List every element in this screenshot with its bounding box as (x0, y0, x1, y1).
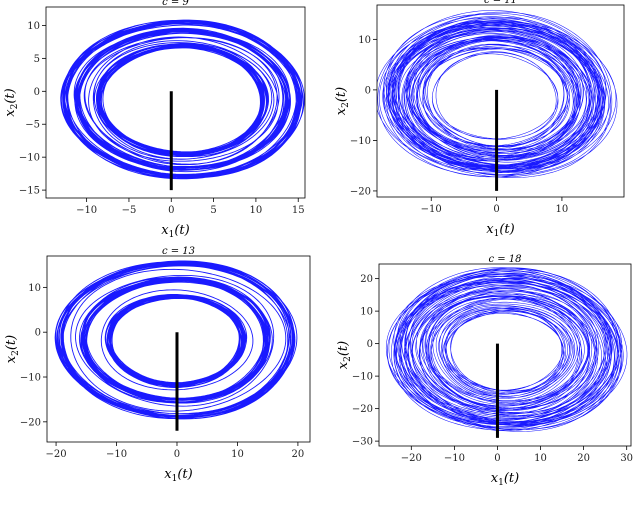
y-tick-label: −20 (350, 186, 371, 197)
y-tick-label: −20 (20, 417, 41, 428)
x-tick-label: 10 (534, 453, 547, 464)
axes-frame (45, 6, 306, 199)
panel-title: c = 11 (484, 0, 517, 6)
y-tick-label: −5 (25, 120, 40, 131)
panel-title: c = 13 (162, 246, 195, 257)
trajectory (54, 260, 298, 420)
x-tick-label: 0 (168, 205, 174, 216)
x-tick-label: 30 (620, 453, 633, 464)
x-tick-label: −5 (122, 205, 137, 216)
y-tick-label: 0 (365, 85, 371, 96)
axes-frame (46, 255, 311, 443)
x-tick-label: 5 (210, 205, 216, 216)
axes-frame (378, 263, 632, 447)
y-tick-label: 5 (34, 54, 40, 65)
y-tick-label: −10 (350, 136, 371, 147)
x-tick-label: −20 (46, 449, 67, 460)
x-tick-label: 0 (174, 449, 180, 460)
y-tick-label: 10 (360, 307, 373, 318)
y-tick-label: −15 (19, 186, 40, 197)
y-tick-label: −10 (352, 372, 373, 383)
x-tick-label: 10 (250, 205, 263, 216)
panel-3: −20 −10 0 10 20 −20 −10 0 10 c = 13 x1(t) x2(t) (4, 246, 311, 484)
x-tick-label: −10 (76, 205, 97, 216)
panel-title: c = 9 (162, 0, 189, 8)
x-tick-label: 15 (292, 205, 305, 216)
y-tick-label: −10 (19, 153, 40, 164)
panel-4: −20 −10 0 10 20 30 −30 −20 −10 0 10 20 c = 18 x1(t) x2… (336, 254, 633, 488)
y-tick-label: −20 (352, 404, 373, 415)
y-tick-label: 10 (358, 35, 371, 46)
x-tick-label: 0 (494, 453, 500, 464)
y-tick-label: 20 (360, 274, 373, 285)
x-axis-label: x1(t) (491, 471, 519, 488)
y-tick-label: −10 (20, 373, 41, 384)
x-tick-label: 0 (493, 204, 499, 215)
y-tick-label: −30 (352, 437, 373, 448)
x-tick-label: 20 (577, 453, 590, 464)
trajectory (385, 267, 628, 432)
y-axis-label: x2(t) (334, 87, 351, 115)
y-tick-label: 10 (27, 21, 40, 32)
x-tick-label: −20 (401, 453, 422, 464)
x-axis-label: x1(t) (164, 467, 192, 484)
x-tick-label: 10 (231, 449, 244, 460)
x-tick-label: −10 (444, 453, 465, 464)
x-axis-label: x1(t) (486, 222, 514, 239)
x-axis-label: x1(t) (161, 223, 189, 240)
y-tick-label: 10 (28, 283, 41, 294)
y-tick-label: 0 (35, 328, 41, 339)
trajectory (60, 19, 305, 180)
trajectory (377, 10, 618, 178)
y-axis-label: x2(t) (3, 88, 20, 116)
panel-title: c = 18 (488, 254, 521, 265)
panel-2: −10 0 10 −20 −10 0 10 c = 11 x1(t) x2(t) (334, 0, 625, 239)
axes-frame (376, 4, 625, 198)
x-tick-label: 20 (292, 449, 305, 460)
y-tick-label: 0 (34, 87, 40, 98)
x-tick-label: 10 (556, 204, 569, 215)
y-axis-label: x2(t) (336, 341, 353, 369)
panel-1: −10 −5 0 5 10 15 −15 −10 −5 0 5 10 c = 9 x1(t) x2(t) (3, 0, 306, 240)
y-axis-label: x2(t) (4, 335, 21, 363)
x-tick-label: −10 (106, 449, 127, 460)
x-tick-label: −10 (421, 204, 442, 215)
y-tick-label: 0 (367, 339, 373, 350)
